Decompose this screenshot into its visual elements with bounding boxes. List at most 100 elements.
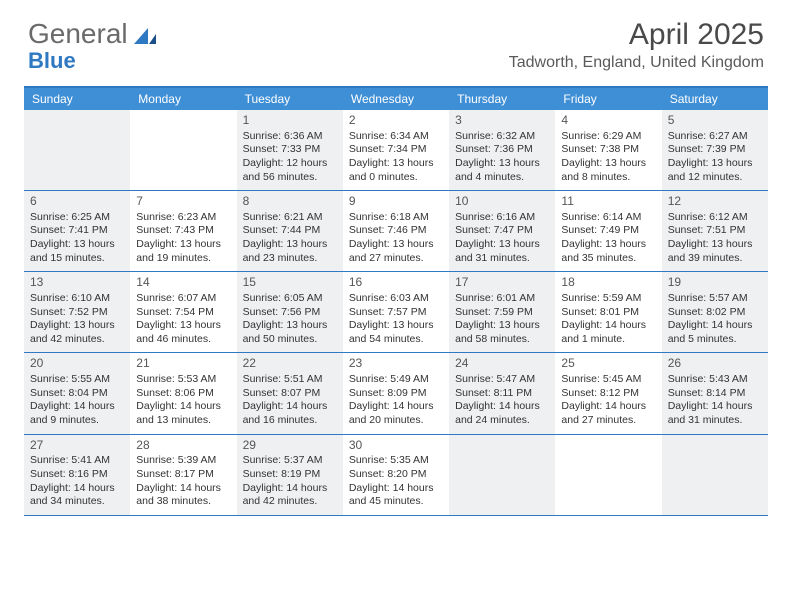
daylight1-text: Daylight: 13 hours — [136, 238, 230, 252]
day-number: 8 — [243, 194, 337, 210]
daylight1-text: Daylight: 13 hours — [30, 319, 124, 333]
daylight2-text: and 13 minutes. — [136, 414, 230, 428]
day-cell: 12Sunrise: 6:12 AMSunset: 7:51 PMDayligh… — [662, 191, 768, 271]
sunrise-text: Sunrise: 6:36 AM — [243, 130, 337, 144]
sunset-text: Sunset: 8:20 PM — [349, 468, 443, 482]
sunrise-text: Sunrise: 6:07 AM — [136, 292, 230, 306]
day-cell — [449, 435, 555, 515]
sunrise-text: Sunrise: 6:01 AM — [455, 292, 549, 306]
sunrise-text: Sunrise: 5:47 AM — [455, 373, 549, 387]
day-header: Monday — [130, 88, 236, 110]
weeks-container: 1Sunrise: 6:36 AMSunset: 7:33 PMDaylight… — [24, 110, 768, 516]
day-cell: 16Sunrise: 6:03 AMSunset: 7:57 PMDayligh… — [343, 272, 449, 352]
daylight2-text: and 20 minutes. — [349, 414, 443, 428]
daylight1-text: Daylight: 14 hours — [668, 319, 762, 333]
sunrise-text: Sunrise: 6:18 AM — [349, 211, 443, 225]
sunrise-text: Sunrise: 5:49 AM — [349, 373, 443, 387]
month-title: April 2025 — [509, 18, 764, 52]
day-number: 19 — [668, 275, 762, 291]
sunset-text: Sunset: 7:38 PM — [561, 143, 655, 157]
day-cell: 18Sunrise: 5:59 AMSunset: 8:01 PMDayligh… — [555, 272, 661, 352]
week-row: 13Sunrise: 6:10 AMSunset: 7:52 PMDayligh… — [24, 272, 768, 353]
day-cell: 15Sunrise: 6:05 AMSunset: 7:56 PMDayligh… — [237, 272, 343, 352]
sunrise-text: Sunrise: 6:03 AM — [349, 292, 443, 306]
sunrise-text: Sunrise: 5:51 AM — [243, 373, 337, 387]
sunset-text: Sunset: 7:47 PM — [455, 224, 549, 238]
day-number: 12 — [668, 194, 762, 210]
daylight2-text: and 1 minute. — [561, 333, 655, 347]
daylight2-text: and 5 minutes. — [668, 333, 762, 347]
day-cell: 28Sunrise: 5:39 AMSunset: 8:17 PMDayligh… — [130, 435, 236, 515]
day-header-row: SundayMondayTuesdayWednesdayThursdayFrid… — [24, 88, 768, 110]
sunset-text: Sunset: 8:17 PM — [136, 468, 230, 482]
daylight2-text: and 54 minutes. — [349, 333, 443, 347]
day-cell: 7Sunrise: 6:23 AMSunset: 7:43 PMDaylight… — [130, 191, 236, 271]
daylight2-text: and 46 minutes. — [136, 333, 230, 347]
daylight1-text: Daylight: 13 hours — [455, 238, 549, 252]
sunrise-text: Sunrise: 6:10 AM — [30, 292, 124, 306]
daylight1-text: Daylight: 13 hours — [349, 238, 443, 252]
daylight2-text: and 19 minutes. — [136, 252, 230, 266]
day-number: 6 — [30, 194, 124, 210]
day-cell: 26Sunrise: 5:43 AMSunset: 8:14 PMDayligh… — [662, 353, 768, 433]
sunrise-text: Sunrise: 6:34 AM — [349, 130, 443, 144]
sunrise-text: Sunrise: 5:45 AM — [561, 373, 655, 387]
daylight1-text: Daylight: 14 hours — [349, 482, 443, 496]
daylight2-text: and 58 minutes. — [455, 333, 549, 347]
day-number: 2 — [349, 113, 443, 129]
daylight1-text: Daylight: 14 hours — [30, 482, 124, 496]
sunrise-text: Sunrise: 5:35 AM — [349, 454, 443, 468]
sunset-text: Sunset: 7:44 PM — [243, 224, 337, 238]
sunset-text: Sunset: 8:02 PM — [668, 306, 762, 320]
daylight1-text: Daylight: 14 hours — [561, 319, 655, 333]
daylight1-text: Daylight: 14 hours — [455, 400, 549, 414]
sunrise-text: Sunrise: 6:14 AM — [561, 211, 655, 225]
day-number: 18 — [561, 275, 655, 291]
day-cell: 5Sunrise: 6:27 AMSunset: 7:39 PMDaylight… — [662, 110, 768, 190]
day-cell: 4Sunrise: 6:29 AMSunset: 7:38 PMDaylight… — [555, 110, 661, 190]
daylight2-text: and 0 minutes. — [349, 171, 443, 185]
daylight2-text: and 45 minutes. — [349, 495, 443, 509]
daylight1-text: Daylight: 13 hours — [243, 319, 337, 333]
sunrise-text: Sunrise: 6:27 AM — [668, 130, 762, 144]
header: General April 2025 Tadworth, England, Un… — [0, 0, 792, 80]
daylight1-text: Daylight: 13 hours — [136, 319, 230, 333]
daylight2-text: and 4 minutes. — [455, 171, 549, 185]
sunrise-text: Sunrise: 6:16 AM — [455, 211, 549, 225]
daylight1-text: Daylight: 14 hours — [349, 400, 443, 414]
day-number: 15 — [243, 275, 337, 291]
daylight1-text: Daylight: 13 hours — [668, 238, 762, 252]
sunrise-text: Sunrise: 6:29 AM — [561, 130, 655, 144]
sunset-text: Sunset: 8:12 PM — [561, 387, 655, 401]
daylight1-text: Daylight: 14 hours — [30, 400, 124, 414]
daylight1-text: Daylight: 13 hours — [668, 157, 762, 171]
title-block: April 2025 Tadworth, England, United Kin… — [509, 18, 764, 72]
sunrise-text: Sunrise: 5:39 AM — [136, 454, 230, 468]
daylight2-text: and 42 minutes. — [30, 333, 124, 347]
day-cell: 9Sunrise: 6:18 AMSunset: 7:46 PMDaylight… — [343, 191, 449, 271]
day-number: 27 — [30, 438, 124, 454]
sunrise-text: Sunrise: 6:05 AM — [243, 292, 337, 306]
sunset-text: Sunset: 8:07 PM — [243, 387, 337, 401]
week-row: 6Sunrise: 6:25 AMSunset: 7:41 PMDaylight… — [24, 191, 768, 272]
day-header: Tuesday — [237, 88, 343, 110]
daylight1-text: Daylight: 13 hours — [349, 157, 443, 171]
day-number: 23 — [349, 356, 443, 372]
day-cell: 19Sunrise: 5:57 AMSunset: 8:02 PMDayligh… — [662, 272, 768, 352]
day-number: 1 — [243, 113, 337, 129]
sunset-text: Sunset: 8:16 PM — [30, 468, 124, 482]
day-cell: 14Sunrise: 6:07 AMSunset: 7:54 PMDayligh… — [130, 272, 236, 352]
day-cell: 10Sunrise: 6:16 AMSunset: 7:47 PMDayligh… — [449, 191, 555, 271]
sunrise-text: Sunrise: 6:32 AM — [455, 130, 549, 144]
sunrise-text: Sunrise: 5:53 AM — [136, 373, 230, 387]
daylight2-text: and 35 minutes. — [561, 252, 655, 266]
daylight1-text: Daylight: 13 hours — [30, 238, 124, 252]
day-number: 14 — [136, 275, 230, 291]
daylight1-text: Daylight: 14 hours — [561, 400, 655, 414]
day-cell: 6Sunrise: 6:25 AMSunset: 7:41 PMDaylight… — [24, 191, 130, 271]
sunrise-text: Sunrise: 6:12 AM — [668, 211, 762, 225]
daylight2-text: and 50 minutes. — [243, 333, 337, 347]
day-cell: 3Sunrise: 6:32 AMSunset: 7:36 PMDaylight… — [449, 110, 555, 190]
sunset-text: Sunset: 7:57 PM — [349, 306, 443, 320]
day-cell: 8Sunrise: 6:21 AMSunset: 7:44 PMDaylight… — [237, 191, 343, 271]
